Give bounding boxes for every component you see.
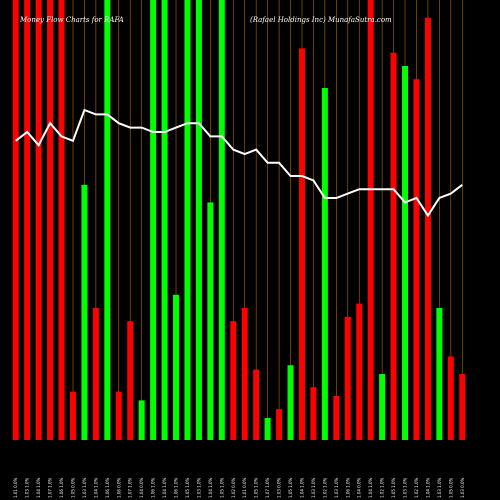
- flow-bar: [321, 88, 328, 440]
- x-tick-label: 1.05 1.0%: [219, 477, 224, 498]
- x-tick-label: 1.03 0.0%: [277, 477, 282, 498]
- flow-bar: [367, 0, 374, 440]
- price-line-layer: [15, 108, 463, 218]
- x-tick-label: 1.06 1.0%: [151, 477, 156, 498]
- x-tick-label: 1.05 1.0%: [391, 477, 396, 498]
- flow-bar: [218, 0, 225, 440]
- flow-bar: [12, 0, 19, 440]
- flow-bar: [81, 184, 88, 440]
- x-tick-label: 1.03 1.0%: [311, 477, 316, 498]
- flow-bar: [138, 400, 145, 440]
- flow-bar: [104, 0, 111, 440]
- flow-bar: [276, 409, 283, 440]
- price-line: [15, 108, 463, 218]
- x-tick-label: 1.03 1.0%: [25, 477, 30, 498]
- flow-bar: [24, 0, 31, 440]
- x-tick-label: 1.05 0.0%: [448, 477, 453, 498]
- flow-bar: [287, 365, 294, 440]
- x-tick-label: 1.03 1.0%: [437, 477, 442, 498]
- flow-bar: [264, 418, 271, 440]
- x-tick-label: 1.06 0.0%: [116, 477, 121, 498]
- flow-bar: [161, 0, 168, 440]
- flow-bar: [150, 0, 157, 440]
- flow-bar: [447, 356, 454, 440]
- x-tick-label: 1.07 1.0%: [265, 477, 270, 498]
- x-tick-label: 1.02 1.0%: [414, 477, 419, 498]
- flow-bar: [184, 0, 191, 440]
- x-tick-label: 1.05 0.0%: [70, 477, 75, 498]
- x-tick-label: 1.06 1.0%: [59, 477, 64, 498]
- flow-bars: [12, 0, 466, 441]
- x-tick-label: 1.03 1.0%: [196, 477, 201, 498]
- chart-title-right: (Rafael Holdings Inc) MunafaSutra.com: [250, 16, 392, 24]
- flow-bar: [402, 66, 409, 440]
- flow-bar: [413, 79, 420, 440]
- flow-bar: [424, 17, 431, 440]
- x-tick-label: 1.02 0.0%: [231, 477, 236, 498]
- flow-bar: [230, 321, 237, 440]
- x-tick-label: 1.05 1.0%: [288, 477, 293, 498]
- flow-bar: [195, 0, 202, 440]
- x-tick-label: 1.04 1.0%: [93, 477, 98, 498]
- flow-bar: [310, 387, 317, 440]
- x-tick-label: 1.02 1.0%: [380, 477, 385, 498]
- flow-bar: [356, 303, 363, 440]
- x-tick-label: 1.03 1.0%: [82, 477, 87, 498]
- flow-bar: [115, 391, 122, 440]
- x-tick-label: 1.03 0.0%: [460, 477, 465, 498]
- x-tick-label: 1.06 1.0%: [105, 477, 110, 498]
- flow-bar: [58, 0, 65, 440]
- flow-bar: [298, 48, 305, 441]
- flow-bar: [173, 294, 180, 440]
- flow-bar: [436, 308, 443, 440]
- chart-title-left: Money Flow Charts for RAFA: [19, 16, 124, 24]
- x-tick-label: 1.01 0.0%: [13, 477, 18, 498]
- flow-bar: [47, 0, 54, 440]
- flow-bar: [390, 52, 397, 441]
- x-tick-label: 1.05 1.0%: [185, 477, 190, 498]
- flow-bar: [253, 369, 260, 440]
- x-tick-label: 1.04 1.0%: [36, 477, 41, 498]
- flow-bar: [459, 374, 466, 440]
- flow-bar: [207, 202, 214, 440]
- x-tick-label: 1.04 0.0%: [139, 477, 144, 498]
- x-tick-label: 1.04 1.0%: [208, 477, 213, 498]
- flow-bar: [69, 391, 76, 440]
- x-tick-label: 1.07 1.0%: [48, 477, 53, 498]
- x-tick-label: 1.01 0.0%: [242, 477, 247, 498]
- x-tick-label: 1.06 1.0%: [345, 477, 350, 498]
- flow-bar: [127, 321, 134, 440]
- x-tick-labels: 1.01 0.0% 1.03 1.0% 1.04 1.0% 1.07 1.0% 1.06…: [13, 477, 465, 498]
- x-tick-label: 1.03 1.0%: [403, 477, 408, 498]
- x-tick-label: 1.04 1.0%: [162, 477, 167, 498]
- x-tick-label: 1.04 1.0%: [299, 477, 304, 498]
- flow-bar: [92, 308, 99, 440]
- flow-bar: [35, 0, 42, 440]
- x-tick-label: 1.04 0.0%: [357, 477, 362, 498]
- flow-bar: [241, 308, 248, 440]
- x-tick-label: 1.06 1.0%: [174, 477, 179, 498]
- x-tick-label: 1.04 1.0%: [425, 477, 430, 498]
- x-tick-label: 1.07 1.0%: [128, 477, 133, 498]
- x-tick-label: 1.03 1.0%: [334, 477, 339, 498]
- x-tick-label: 1.04 1.0%: [368, 477, 373, 498]
- x-tick-label: 1.02 1.0%: [322, 477, 327, 498]
- x-tick-label: 1.05 1.0%: [254, 477, 259, 498]
- flow-bar: [333, 396, 340, 440]
- flow-bar: [344, 316, 351, 440]
- flow-bar: [379, 374, 386, 440]
